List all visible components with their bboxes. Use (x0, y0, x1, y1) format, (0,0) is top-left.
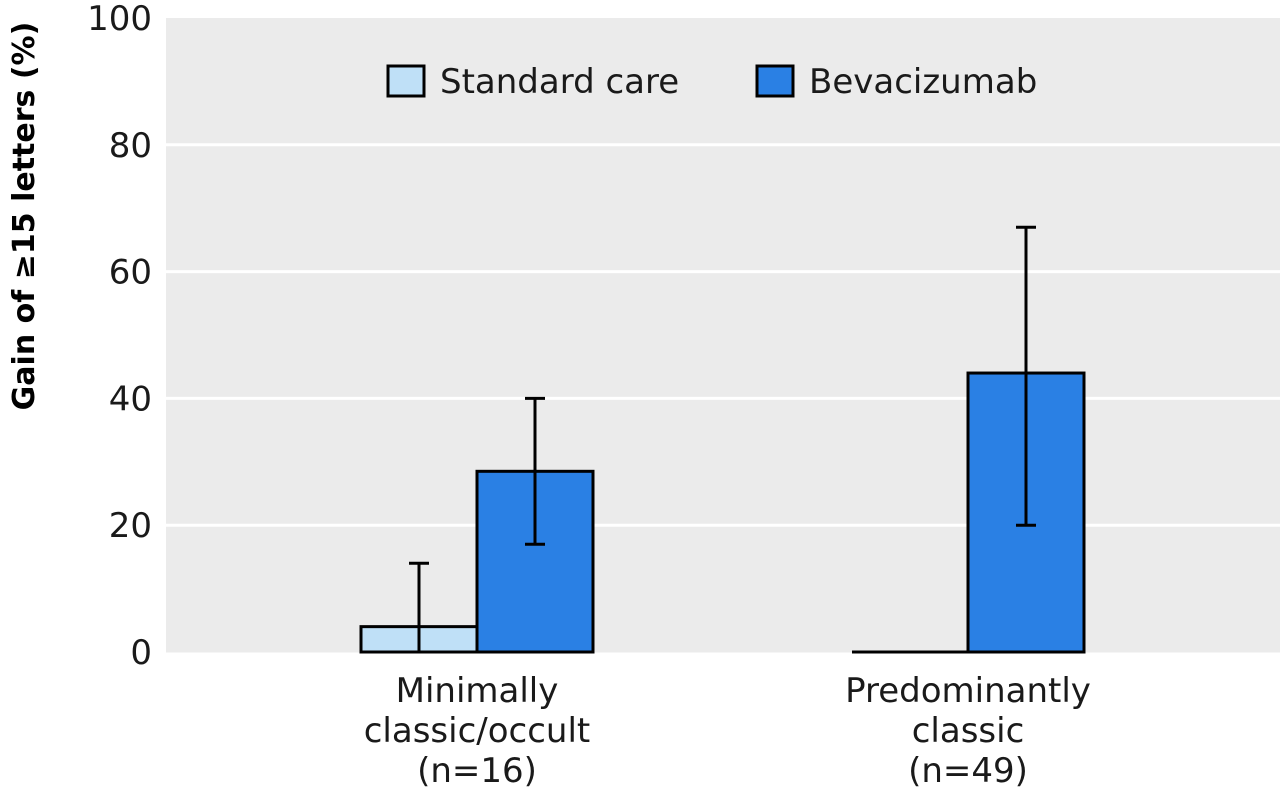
error-bar (409, 561, 429, 652)
x-category-label: Minimally (396, 671, 559, 711)
error-bar (1016, 225, 1036, 527)
y-tick-label: 0 (130, 633, 152, 673)
plot-area (166, 18, 1280, 652)
x-category-label: Predominantly (845, 671, 1091, 711)
y-tick-label: 40 (109, 379, 152, 419)
y-tick-label: 60 (109, 253, 152, 293)
y-tick-label: 20 (109, 506, 152, 546)
legend-label: Bevacizumab (809, 62, 1037, 102)
x-category-label: classic/occult (364, 711, 591, 751)
error-bar (525, 396, 545, 546)
y-tick-label: 80 (109, 126, 152, 166)
legend-label: Standard care (440, 62, 679, 102)
y-tick-label: 100 (87, 0, 152, 39)
legend-swatch (386, 64, 426, 98)
x-category-label: classic (912, 711, 1025, 751)
y-axis-label: Gain of ≥15 letters (%) (7, 22, 42, 411)
y-axis-ticks: 0 20 40 60 80 100 (87, 0, 152, 673)
legend: Standard care Bevacizumab (386, 62, 1037, 102)
legend-swatch (755, 64, 795, 98)
error-bars (409, 225, 1036, 652)
x-category-label: (n=16) (417, 751, 537, 791)
gridlines (166, 143, 1280, 653)
x-category-label: (n=49) (908, 751, 1028, 791)
